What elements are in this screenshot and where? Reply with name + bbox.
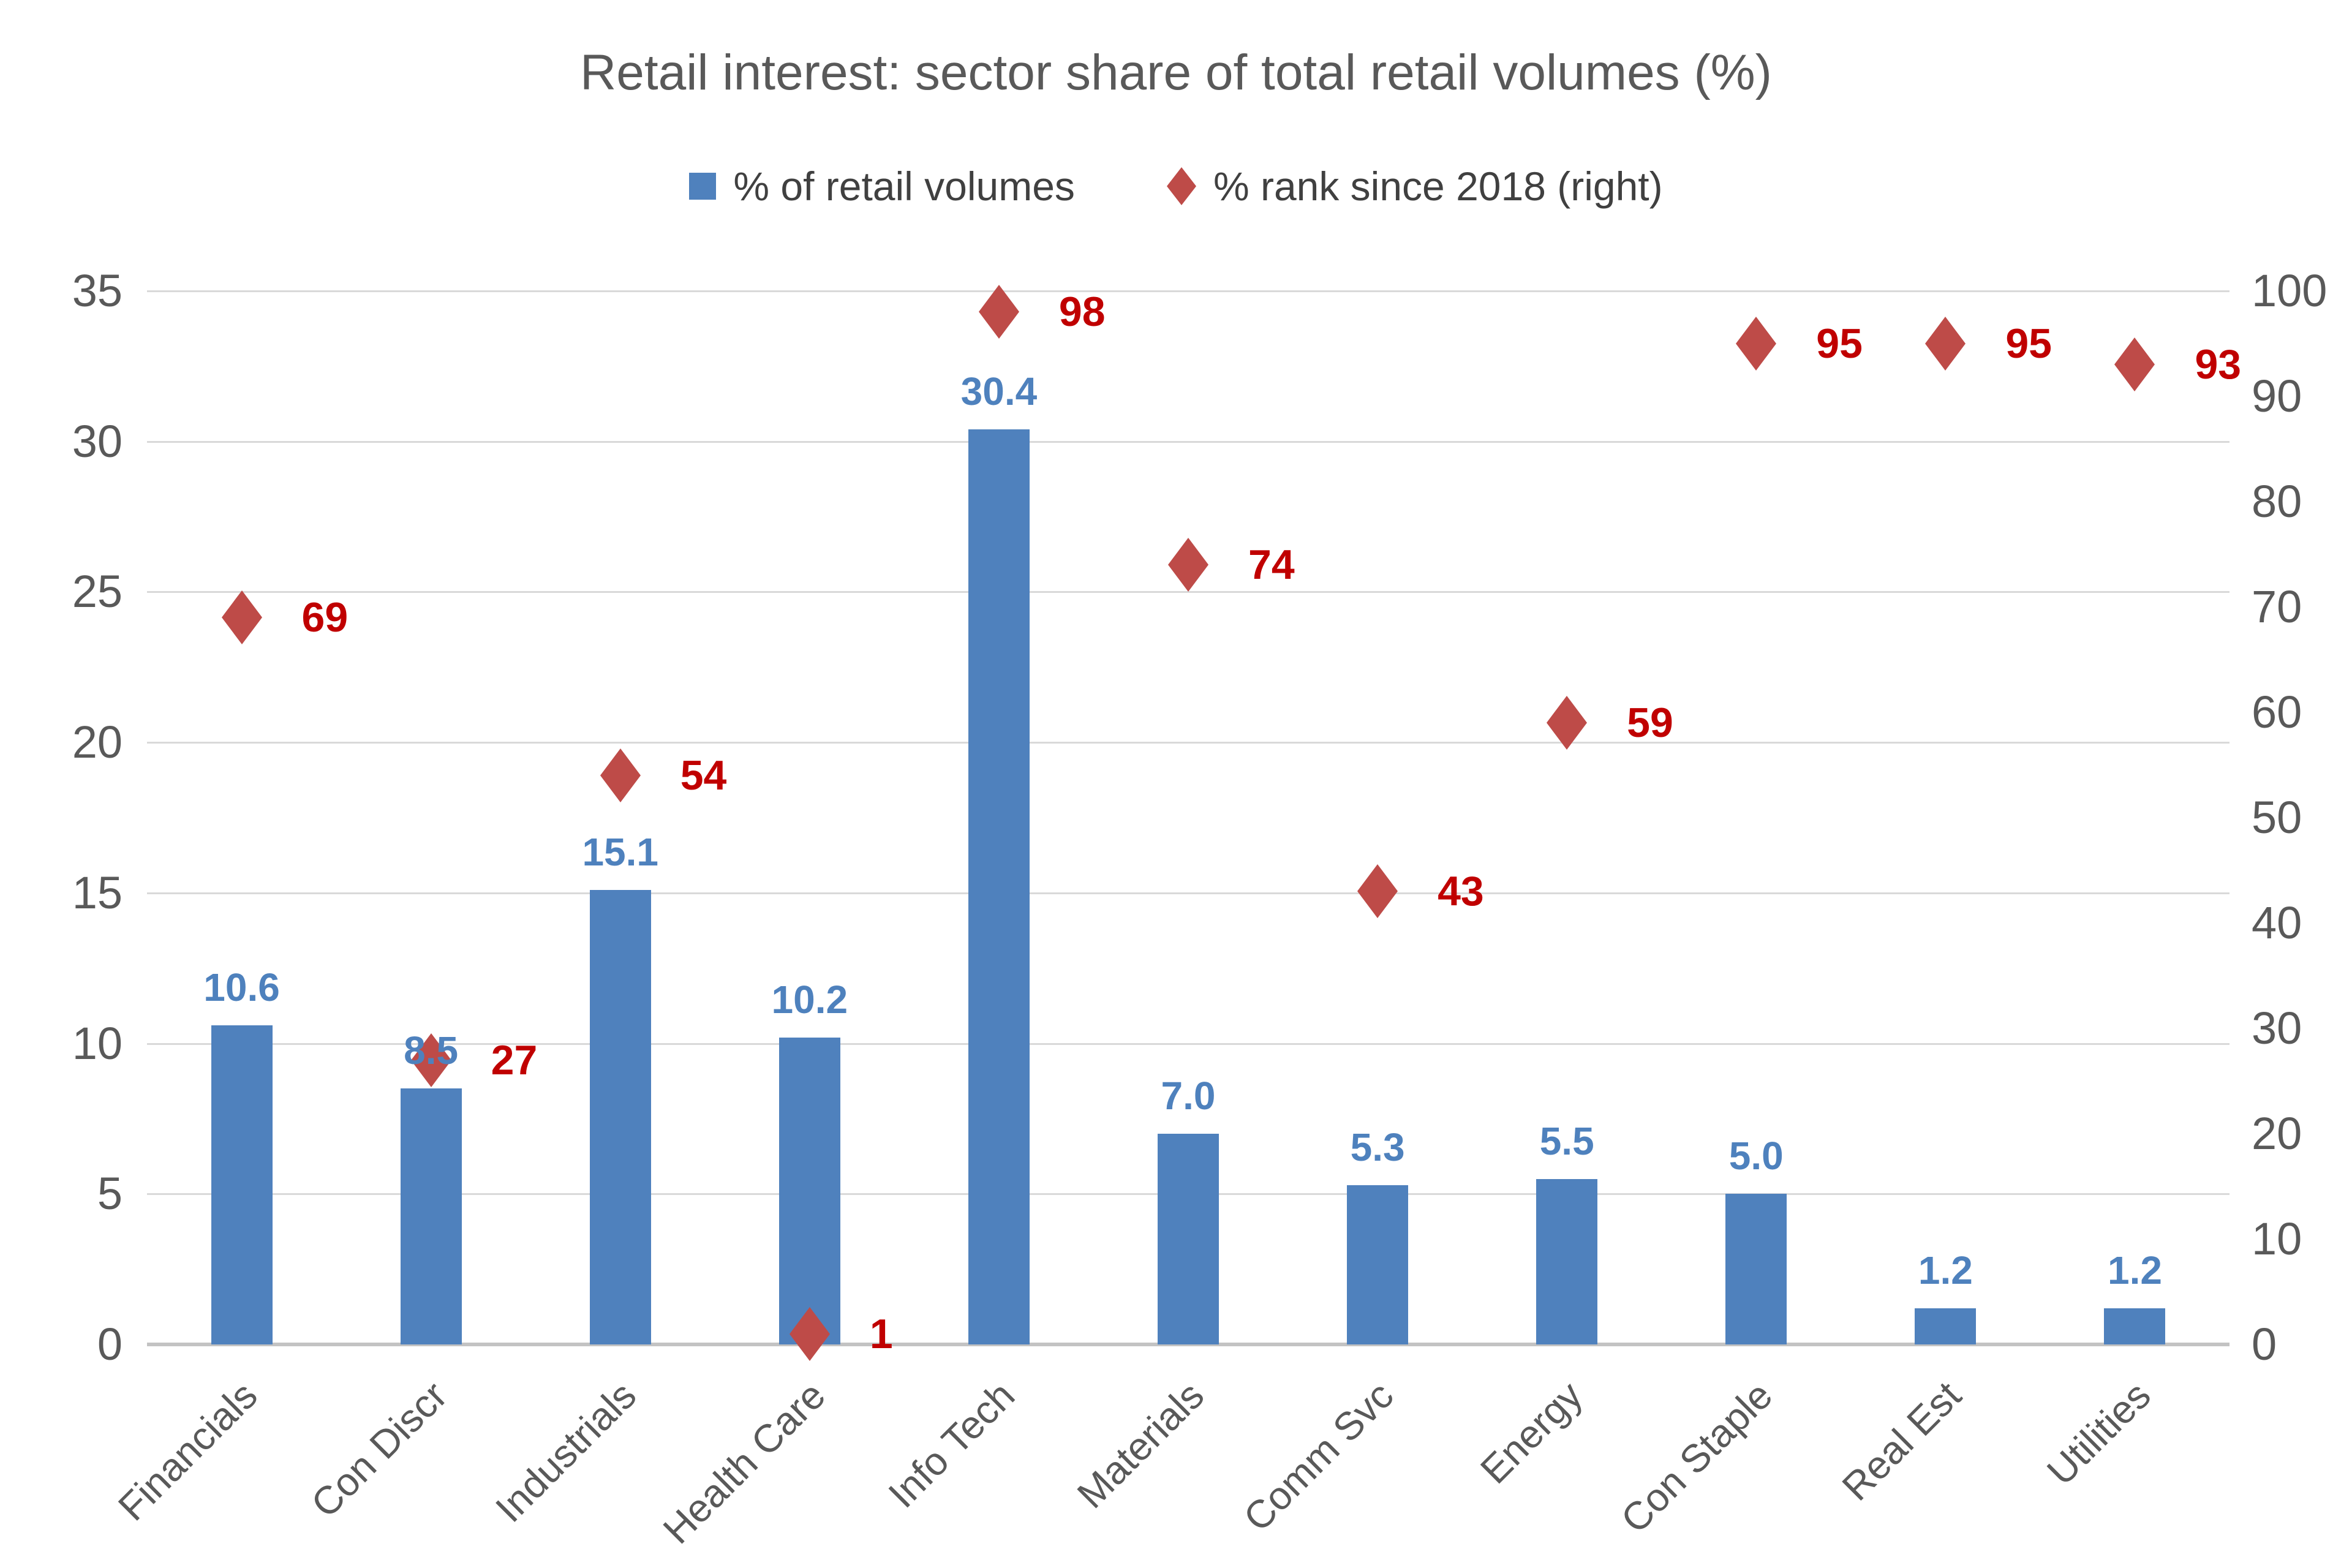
rank-diamond-marker (1357, 864, 1398, 921)
left-axis-tick: 30 (72, 415, 123, 467)
left-axis-tick: 10 (72, 1017, 123, 1069)
rank-value-label: 69 (301, 594, 349, 641)
left-axis-tick: 20 (72, 717, 123, 768)
rank-value-label: 59 (1627, 699, 1673, 747)
bar-value-label: 8.5 (404, 1028, 459, 1073)
right-axis-tick: 80 (2252, 476, 2302, 527)
bar (400, 1088, 462, 1344)
rank-diamond-marker (221, 590, 262, 647)
diamond-marker-icon (1166, 167, 1196, 206)
rank-value-label: 43 (1438, 868, 1484, 915)
bar (1347, 1185, 1409, 1344)
left-axis-tick: 35 (72, 265, 123, 316)
bar-value-label: 5.5 (1539, 1118, 1594, 1163)
right-axis-tick: 0 (2252, 1319, 2277, 1370)
bar (968, 429, 1030, 1344)
left-axis-tick: 15 (72, 867, 123, 918)
right-axis-tick: 10 (2252, 1213, 2302, 1264)
rank-diamond-marker (410, 1033, 451, 1090)
rank-value-label: 95 (2005, 320, 2052, 367)
right-axis-tick: 90 (2252, 371, 2302, 421)
bar-value-label: 10.6 (203, 965, 280, 1010)
bar (1725, 1194, 1787, 1344)
bar (2104, 1308, 2166, 1344)
rank-value-label: 74 (1248, 541, 1295, 589)
x-axis-label: Utilities (2038, 1373, 2160, 1494)
left-axis-tick: 25 (72, 566, 123, 617)
x-axis-label: Info Tech (880, 1373, 1023, 1517)
bar-series-swatch-icon (689, 173, 717, 200)
right-axis-tick: 30 (2252, 1003, 2302, 1054)
bar (589, 889, 651, 1344)
gridline (147, 591, 2230, 594)
x-axis-label: Comm Svc (1235, 1373, 1402, 1540)
right-axis-tick: 50 (2252, 792, 2302, 843)
right-axis-tick: 100 (2252, 265, 2328, 316)
right-axis-tick: 60 (2252, 687, 2302, 737)
bar-value-label: 1.2 (1918, 1248, 1973, 1293)
x-axis-label: Energy (1472, 1373, 1591, 1493)
rank-diamond-marker (978, 285, 1019, 342)
bar-value-label: 5.3 (1350, 1125, 1405, 1169)
bar (1536, 1178, 1598, 1344)
right-axis-tick: 70 (2252, 581, 2302, 632)
rank-diamond-marker (789, 1306, 830, 1364)
x-axis-label: Industrials (487, 1373, 645, 1531)
legend-label-rank: % rank since 2018 (right) (1213, 164, 1663, 209)
rank-value-label: 93 (2195, 341, 2242, 388)
bar-value-label: 7.0 (1161, 1074, 1216, 1118)
rank-value-label: 98 (1058, 288, 1106, 336)
bar-value-label: 10.2 (771, 977, 848, 1022)
right-axis-tick: 20 (2252, 1108, 2302, 1159)
legend-item-retail-volumes: % of retail volumes (689, 164, 1075, 209)
rank-diamond-marker (2114, 337, 2155, 394)
chart-title: Retail interest: sector share of total r… (580, 45, 1772, 100)
legend: % of retail volumes % rank since 2018 (r… (0, 164, 2352, 209)
x-axis-label: Materials (1069, 1373, 1213, 1517)
bar-value-label: 15.1 (582, 829, 658, 874)
x-axis-label: Con Discr (302, 1373, 456, 1526)
rank-value-label: 95 (1816, 320, 1863, 367)
x-axis-line (147, 1343, 2230, 1346)
rank-diamond-marker (600, 748, 641, 805)
rank-value-label: 54 (680, 752, 727, 799)
rank-diamond-marker (1925, 317, 1966, 374)
rank-diamond-marker (1547, 696, 1588, 753)
bar (1158, 1134, 1219, 1344)
right-axis-tick: 40 (2252, 897, 2302, 948)
bar (211, 1025, 273, 1344)
bar-value-label: 1.2 (2107, 1248, 2162, 1293)
rank-diamond-marker (1736, 317, 1777, 374)
gridline (147, 290, 2230, 292)
left-axis-tick: 5 (97, 1168, 123, 1219)
rank-value-label: 1 (869, 1310, 893, 1357)
legend-item-rank: % rank since 2018 (right) (1166, 164, 1663, 209)
bar-value-label: 5.0 (1728, 1134, 1784, 1178)
gridline (147, 742, 2230, 744)
x-axis-label: Financials (110, 1373, 266, 1529)
gridline (147, 1042, 2230, 1045)
left-axis-tick: 0 (97, 1319, 123, 1370)
x-axis-label: Health Care (655, 1373, 834, 1553)
gridline (147, 440, 2230, 443)
legend-label-retail-volumes: % of retail volumes (733, 164, 1075, 209)
bar (778, 1037, 840, 1344)
rank-value-label: 27 (491, 1036, 538, 1084)
gridline (147, 892, 2230, 894)
x-axis-label: Real Est (1834, 1373, 1970, 1509)
rank-diamond-marker (1168, 538, 1208, 595)
x-axis-label: Con Staple (1612, 1373, 1781, 1542)
bar-value-label: 30.4 (960, 369, 1038, 414)
bar (1915, 1308, 1977, 1344)
